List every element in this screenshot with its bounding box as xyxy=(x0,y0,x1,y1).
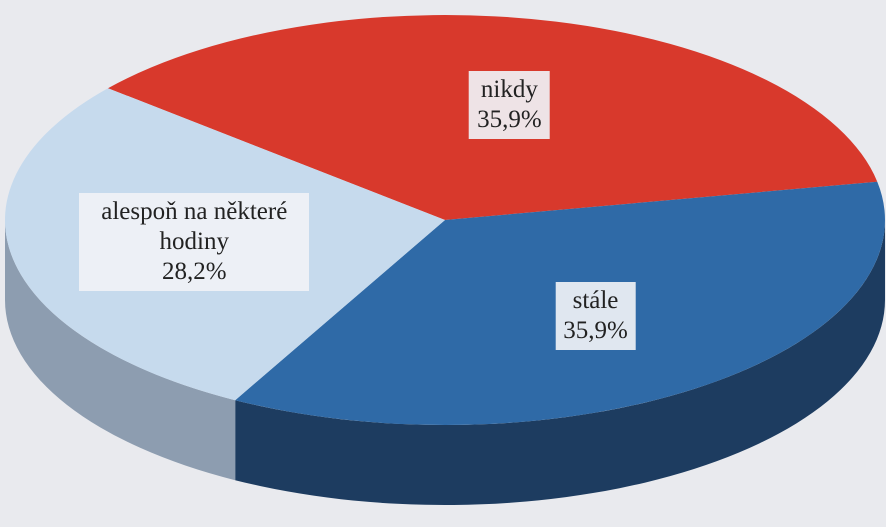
slice-side xyxy=(235,220,886,505)
slice-label: nikdy 35,9% xyxy=(469,70,550,139)
slice-value: 28,2% xyxy=(161,258,227,286)
slice-category: stále xyxy=(572,287,619,315)
slice-side xyxy=(5,220,236,481)
slice-value: 35,9% xyxy=(563,317,628,345)
slice-value: 35,9% xyxy=(477,105,542,133)
slice-label: stále 35,9% xyxy=(555,282,636,351)
slice-label: alespoň na některé hodiny 28,2% xyxy=(79,193,310,292)
slice-category: alespoň na některé hodiny xyxy=(101,198,288,256)
slice-category: nikdy xyxy=(480,75,538,103)
